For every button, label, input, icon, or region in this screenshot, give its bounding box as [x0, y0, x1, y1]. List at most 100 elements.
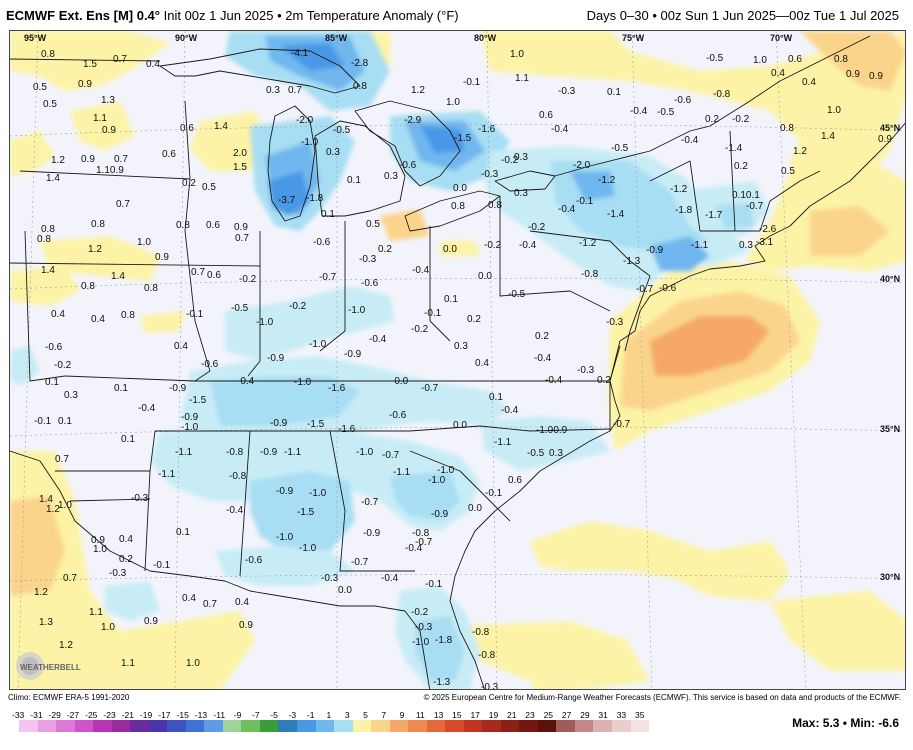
legend-tick-label: 11: [415, 710, 425, 720]
anomaly-value: 0.2: [734, 161, 748, 172]
legend-tick-label: 21: [507, 710, 517, 720]
anomaly-value: -0.4: [681, 135, 699, 146]
anomaly-value: 0.9: [234, 222, 248, 233]
anomaly-value: 0.1: [121, 434, 135, 445]
anomaly-value: 1.10.9: [96, 165, 124, 176]
anomaly-value: -0.4: [405, 543, 423, 554]
lon-label: 75°W: [622, 33, 645, 43]
legend-tick-label: 29: [580, 710, 590, 720]
legend-swatch: [371, 720, 390, 732]
anomaly-value: -1.0: [437, 465, 455, 476]
anomaly-value: 1.4: [41, 265, 55, 276]
anomaly-value: -0.4: [630, 106, 648, 117]
anomaly-value: -1.0: [356, 447, 374, 458]
anomaly-value: -1.0: [181, 422, 199, 433]
anomaly-value: -1.0: [536, 425, 554, 436]
anomaly-value: -0.7: [319, 272, 337, 283]
legend-tick-label: -33: [11, 710, 25, 720]
anomaly-value: 0.0: [453, 420, 467, 431]
anomaly-value: 1.5: [233, 162, 247, 173]
field-name: 2m Temperature Anomaly (°F): [285, 8, 459, 23]
anomaly-value: 0.5: [202, 182, 216, 193]
anomaly-value: 0.7: [191, 267, 205, 278]
legend-tick-label: -25: [85, 710, 98, 720]
anomaly-value: -1.1: [158, 469, 176, 480]
anomaly-value: 0.9: [878, 134, 892, 145]
anomaly-map: 95°W 90°W 85°W 80°W 75°W 70°W 45°N 40°N …: [9, 30, 906, 690]
anomaly-value: -0.3: [415, 622, 433, 633]
anomaly-value: 1.2: [51, 155, 65, 166]
anomaly-value: 0.4: [119, 534, 133, 545]
anomaly-value: 0.7: [55, 454, 69, 465]
anomaly-value: -1.4: [725, 143, 743, 154]
anomaly-value: -0.4: [369, 334, 387, 345]
legend-swatch: [445, 720, 464, 732]
anomaly-value: -1.0: [309, 339, 327, 350]
warm-anomaly-shading: [10, 31, 905, 689]
anomaly-value: -0.7: [351, 557, 369, 568]
anomaly-value: 0.0: [453, 183, 467, 194]
anomaly-value: -1.8: [435, 635, 453, 646]
anomaly-value: -2.0: [296, 115, 314, 126]
anomaly-value: -0.9: [270, 418, 288, 429]
anomaly-value: -0.1: [424, 308, 442, 319]
anomaly-value: 0.7: [116, 199, 130, 210]
anomaly-value: 0.8: [81, 281, 95, 292]
legend-swatch: [426, 720, 446, 732]
anomaly-value: 0.4: [802, 77, 816, 88]
anomaly-value: 0.3: [739, 240, 753, 251]
anomaly-value: -0.1: [463, 77, 481, 88]
anomaly-value: -1.1: [284, 447, 302, 458]
anomaly-value: 0.1: [176, 527, 190, 538]
anomaly-value: -0.2: [289, 301, 307, 312]
legend-swatch: [259, 720, 279, 732]
anomaly-value: -1.5: [454, 133, 472, 144]
legend-tick-label: 3: [344, 710, 350, 720]
anomaly-value: -1.1: [393, 467, 411, 478]
anomaly-value: -1.2: [579, 238, 597, 249]
anomaly-value: 1.2: [411, 85, 425, 96]
anomaly-value: -3.7: [278, 195, 296, 206]
anomaly-value: -1.0: [412, 637, 430, 648]
anomaly-value: -0.8: [713, 89, 731, 100]
anomaly-value: -0.4: [545, 375, 563, 386]
anomaly-value: 0.1: [114, 383, 128, 394]
anomaly-value: 1.0: [753, 55, 767, 66]
anomaly-value: 0.3: [384, 171, 398, 182]
anomaly-value: 0.5: [781, 166, 795, 177]
anomaly-value: 0.6: [206, 220, 220, 231]
graticule: [10, 31, 905, 689]
anomaly-value: 2.0: [233, 148, 247, 159]
anomaly-value: -0.1: [576, 196, 594, 207]
anomaly-value: 1.3: [101, 95, 115, 106]
anomaly-value: 0.8: [144, 283, 158, 294]
legend-swatch: [315, 720, 335, 732]
anomaly-value: 0.8: [353, 81, 367, 92]
boundaries: [10, 35, 905, 689]
anomaly-value: -0.7: [382, 450, 400, 461]
anomaly-value: -0.7: [636, 284, 654, 295]
anomaly-value: 0.4: [174, 341, 188, 352]
anomaly-value: 0.8: [451, 201, 465, 212]
anomaly-value: 0.8: [41, 224, 55, 235]
anomaly-value: 1.1: [89, 607, 103, 618]
anomaly-value: 0.8: [91, 219, 105, 230]
anomaly-value: -0.2: [484, 240, 502, 251]
anomaly-value: -0.1: [153, 560, 171, 571]
anomaly-value: 0.4: [235, 597, 249, 608]
legend-swatch: [130, 720, 149, 732]
anomaly-value: 1.0: [93, 544, 107, 555]
weatherbell-logo: WEATHERBELL: [14, 650, 86, 682]
legend-swatch: [352, 720, 372, 732]
anomaly-value: 0.3: [266, 85, 280, 96]
anomaly-value: -0.4: [381, 573, 399, 584]
legend-swatch: [37, 720, 57, 732]
anomaly-value: 1.4: [46, 173, 60, 184]
anomaly-value: 1.4: [821, 131, 835, 142]
legend-swatch: [612, 720, 631, 732]
anomaly-value: 0.9: [91, 535, 105, 546]
anomaly-value: -0.3: [558, 86, 576, 97]
anomaly-value: -0.9: [344, 349, 362, 360]
max-min-readout: Max: 5.3 • Min: -6.6: [792, 716, 899, 730]
anomaly-value: -0.5: [231, 303, 249, 314]
